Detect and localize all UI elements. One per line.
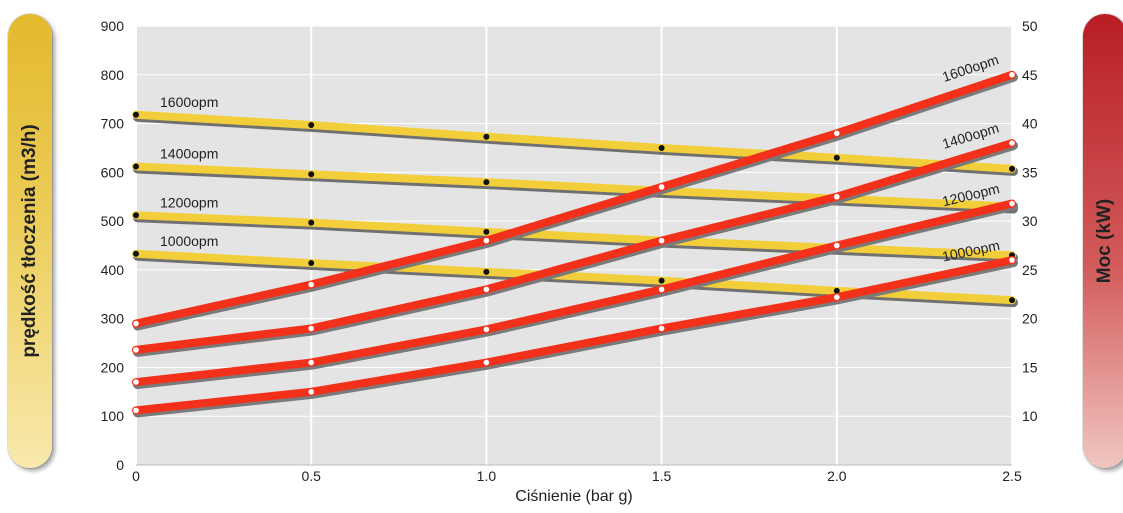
flow-point (483, 179, 490, 186)
power-point (482, 237, 490, 245)
x-tick-label: 2.5 (1002, 468, 1022, 484)
flow-line-1200opm (132, 211, 1016, 260)
flow-line-1400opm (132, 162, 1016, 211)
flow-point (308, 122, 315, 129)
flow-series-label: 1400opm (160, 145, 218, 161)
flow-point (133, 250, 139, 257)
left-y-tick-label: 0 (116, 457, 124, 473)
right-y-tick-label: 15 (1022, 359, 1038, 375)
x-tick-label: 1.0 (477, 468, 497, 484)
power-point (657, 324, 666, 333)
power-point (132, 378, 140, 386)
power-point (657, 285, 666, 293)
flow-point (658, 277, 665, 284)
power-point (833, 293, 841, 301)
flow-point (483, 228, 490, 235)
power-point (132, 346, 140, 354)
x-tick-labels: 0 0.5 1.0 1.5 2.0 2.5 (132, 468, 1022, 484)
power-point (657, 237, 666, 245)
power-series-group (132, 70, 1018, 418)
flow-point (833, 287, 840, 294)
power-point (307, 358, 315, 367)
power-point (132, 319, 140, 328)
flow-series-label: 1000opm (160, 233, 218, 249)
left-y-tick-label: 500 (101, 213, 125, 229)
flow-axis-panel: prędkość tłoczenia (m3/h) (8, 14, 52, 468)
flow-line-1600opm (132, 110, 1016, 173)
flow-point (1009, 297, 1015, 304)
right-y-tick-label: 45 (1022, 67, 1038, 83)
left-y-tick-label: 900 (101, 18, 125, 34)
power-point (307, 388, 315, 396)
x-axis-title: Ciśnienie (bar g) (515, 488, 632, 505)
flow-point (308, 260, 315, 267)
power-line-1600opm (132, 70, 1016, 328)
power-point (132, 406, 140, 414)
power-point (833, 193, 841, 201)
power-line-1400opm (132, 139, 1016, 354)
right-y-tick-label: 10 (1022, 408, 1038, 424)
flow-point (133, 163, 139, 170)
right-y-tick-label: 30 (1022, 213, 1038, 229)
right-y-tick-label: 40 (1022, 116, 1038, 132)
flow-point (483, 268, 490, 275)
left-y-tick-label: 100 (101, 408, 125, 424)
x-tick-label: 2.0 (827, 468, 847, 484)
right-y-tick-label: 35 (1022, 164, 1038, 180)
power-axis-panel: Moc (kW) (1083, 14, 1123, 468)
flow-point (308, 219, 315, 226)
power-point (307, 324, 315, 333)
flow-point (483, 133, 490, 140)
left-y-tick-label: 700 (101, 116, 125, 132)
flow-point (833, 154, 840, 161)
power-point (833, 129, 841, 137)
power-point (657, 183, 666, 191)
left-y-tick-label: 300 (101, 311, 125, 327)
x-tick-label: 0 (132, 468, 140, 484)
flow-point (658, 144, 665, 151)
left-y-tick-label: 400 (101, 262, 125, 278)
flow-point (308, 171, 315, 178)
power-point (482, 285, 490, 293)
flow-point (133, 111, 139, 118)
power-point (833, 241, 841, 250)
right-y-tick-label: 20 (1022, 311, 1038, 327)
power-line-1200opm (132, 199, 1016, 387)
left-y-tick-label: 200 (101, 359, 125, 375)
left-y-tick-labels: 0 100 200 300 400 500 600 700 800 900 (101, 18, 125, 473)
flow-series-label: 1200opm (160, 194, 218, 210)
power-point (1008, 139, 1016, 147)
power-point (1008, 199, 1016, 208)
power-point (1008, 71, 1016, 79)
x-tick-label: 1.5 (652, 468, 672, 484)
left-y-tick-label: 600 (101, 164, 125, 180)
x-tick-label: 0.5 (301, 468, 321, 484)
right-y-tick-label: 25 (1022, 262, 1038, 278)
flow-series-label: 1600opm (160, 94, 218, 110)
left-y-tick-label: 800 (101, 67, 125, 83)
power-point (482, 325, 490, 333)
flow-point (1009, 165, 1015, 172)
power-point (307, 280, 315, 289)
flow-point (133, 212, 139, 219)
right-y-tick-labels: 10 15 20 25 30 35 40 45 50 (1022, 18, 1038, 424)
power-point (1008, 256, 1016, 264)
power-line-1000opm (132, 256, 1016, 415)
right-y-tick-label: 50 (1022, 18, 1038, 34)
power-point (482, 358, 490, 367)
